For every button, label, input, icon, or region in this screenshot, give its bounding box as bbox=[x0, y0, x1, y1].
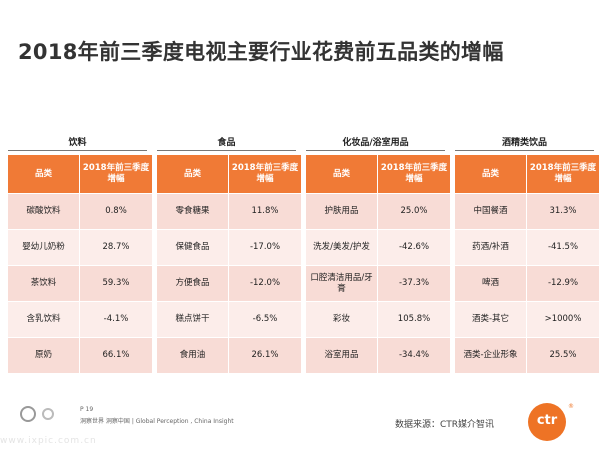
group-title-underline bbox=[8, 150, 147, 151]
table-row: 啤酒 -12.9% bbox=[455, 265, 599, 302]
header-growth: 2018年前三季度增幅 bbox=[228, 155, 301, 194]
cell-category: 零食糖果 bbox=[157, 193, 229, 230]
cell-category: 中国餐酒 bbox=[455, 193, 527, 230]
cell-growth: -6.5% bbox=[228, 301, 301, 338]
page-title: 2018年前三季度电视主要行业花费前五品类的增幅 bbox=[18, 40, 504, 64]
cell-growth: -17.0% bbox=[228, 229, 301, 266]
growth-table: 品类 2018年前三季度增幅 中国餐酒 31.3% 药酒/补酒 -41.5% 啤酒 -… bbox=[455, 155, 599, 373]
partner-logo-icon bbox=[42, 408, 54, 420]
table-row: 酒类-其它 >1000% bbox=[455, 301, 599, 338]
table-row: 护肤用品 25.0% bbox=[306, 193, 450, 230]
cell-growth: 26.1% bbox=[228, 337, 301, 373]
registered-mark: ® bbox=[568, 403, 574, 410]
cell-category: 含乳饮料 bbox=[8, 301, 80, 338]
header-category: 品类 bbox=[306, 155, 378, 194]
table-row: 口腔清洁用品/牙膏 -37.3% bbox=[306, 265, 450, 302]
cell-growth: 0.8% bbox=[79, 193, 152, 230]
cell-category: 浴室用品 bbox=[306, 337, 378, 373]
cell-growth: -12.0% bbox=[228, 265, 301, 302]
header-category: 品类 bbox=[8, 155, 80, 194]
table-row: 零食糖果 11.8% bbox=[157, 193, 301, 230]
cell-growth: 31.3% bbox=[526, 193, 599, 230]
growth-table: 品类 2018年前三季度增幅 碳酸饮料 0.8% 婴幼儿奶粉 28.7% 茶饮料 59… bbox=[8, 155, 152, 373]
header-category: 品类 bbox=[157, 155, 229, 194]
table-row: 食用油 26.1% bbox=[157, 337, 301, 373]
cell-growth: -42.6% bbox=[377, 229, 450, 266]
cell-category: 婴幼儿奶粉 bbox=[8, 229, 80, 266]
cell-category: 药酒/补酒 bbox=[455, 229, 527, 266]
data-source: 数据来源：CTR媒介智讯 bbox=[395, 420, 495, 430]
table-row: 中国餐酒 31.3% bbox=[455, 193, 599, 230]
footer-branding: P 19 洞察世界 洞察中国 | Global Perception , Chi… bbox=[20, 400, 280, 440]
header-category: 品类 bbox=[455, 155, 527, 194]
group-title: 化妆品/浴室用品 bbox=[342, 138, 409, 148]
table-header-row: 品类 2018年前三季度增幅 bbox=[306, 155, 450, 194]
growth-table: 品类 2018年前三季度增幅 护肤用品 25.0% 洗发/美发/护发 -42.6% … bbox=[306, 155, 450, 373]
table-row: 原奶 66.1% bbox=[8, 337, 152, 373]
cell-growth: 105.8% bbox=[377, 301, 450, 338]
cell-category: 洗发/美发/护发 bbox=[306, 229, 378, 266]
footer-slogan: 洞察世界 洞察中国 | Global Perception , China In… bbox=[80, 418, 234, 425]
cell-category: 碳酸饮料 bbox=[8, 193, 80, 230]
cell-category: 保健食品 bbox=[157, 229, 229, 266]
group-title: 饮料 bbox=[68, 138, 87, 148]
cell-growth: 28.7% bbox=[79, 229, 152, 266]
copyright-logo-icon bbox=[20, 406, 36, 422]
table-row: 彩妆 105.8% bbox=[306, 301, 450, 338]
cell-category: 酒类-其它 bbox=[455, 301, 527, 338]
group-title-underline bbox=[306, 150, 445, 151]
table-row: 茶饮料 59.3% bbox=[8, 265, 152, 302]
table-row: 洗发/美发/护发 -42.6% bbox=[306, 229, 450, 266]
cell-category: 方便食品 bbox=[157, 265, 229, 302]
growth-table: 品类 2018年前三季度增幅 零食糖果 11.8% 保健食品 -17.0% 方便食品… bbox=[157, 155, 301, 373]
table-row: 药酒/补酒 -41.5% bbox=[455, 229, 599, 266]
cell-growth: 25.5% bbox=[526, 337, 599, 373]
table-row: 酒类-企业形象 25.5% bbox=[455, 337, 599, 373]
group-title: 食品 bbox=[217, 138, 236, 148]
table-row: 糕点饼干 -6.5% bbox=[157, 301, 301, 338]
header-growth: 2018年前三季度增幅 bbox=[79, 155, 152, 194]
table-row: 碳酸饮料 0.8% bbox=[8, 193, 152, 230]
cell-category: 啤酒 bbox=[455, 265, 527, 302]
cell-growth: 59.3% bbox=[79, 265, 152, 302]
table-header-row: 品类 2018年前三季度增幅 bbox=[157, 155, 301, 194]
cell-category: 原奶 bbox=[8, 337, 80, 373]
cell-category: 口腔清洁用品/牙膏 bbox=[306, 265, 378, 302]
header-growth: 2018年前三季度增幅 bbox=[526, 155, 599, 194]
table-row: 保健食品 -17.0% bbox=[157, 229, 301, 266]
cell-category: 彩妆 bbox=[306, 301, 378, 338]
cell-category: 护肤用品 bbox=[306, 193, 378, 230]
cell-category: 食用油 bbox=[157, 337, 229, 373]
cell-category: 茶饮料 bbox=[8, 265, 80, 302]
group-title-underline bbox=[157, 150, 296, 151]
category-tables: 饮料 品类 2018年前三季度增幅 碳酸饮料 0.8% 婴幼儿奶粉 28.7% 茶饮… bbox=[8, 135, 599, 379]
table-header-row: 品类 2018年前三季度增幅 bbox=[8, 155, 152, 194]
table-row: 浴室用品 -34.4% bbox=[306, 337, 450, 373]
cell-growth: 25.0% bbox=[377, 193, 450, 230]
ctr-logo-icon: ctr bbox=[528, 403, 566, 441]
cell-growth: 66.1% bbox=[79, 337, 152, 373]
cell-category: 酒类-企业形象 bbox=[455, 337, 527, 373]
cell-growth: -37.3% bbox=[377, 265, 450, 302]
cell-category: 糕点饼干 bbox=[157, 301, 229, 338]
group-title-underline bbox=[455, 150, 594, 151]
cell-growth: -4.1% bbox=[79, 301, 152, 338]
table-header-row: 品类 2018年前三季度增幅 bbox=[455, 155, 599, 194]
cell-growth: -12.9% bbox=[526, 265, 599, 302]
page-number: P 19 bbox=[80, 406, 94, 413]
watermark: www.ixpic.com.cn bbox=[0, 436, 97, 446]
cell-growth: -34.4% bbox=[377, 337, 450, 373]
table-row: 方便食品 -12.0% bbox=[157, 265, 301, 302]
cell-growth: -41.5% bbox=[526, 229, 599, 266]
group-title: 酒精类饮品 bbox=[501, 138, 547, 148]
table-row: 婴幼儿奶粉 28.7% bbox=[8, 229, 152, 266]
header-growth: 2018年前三季度增幅 bbox=[377, 155, 450, 194]
table-row: 含乳饮料 -4.1% bbox=[8, 301, 152, 338]
cell-growth: >1000% bbox=[526, 301, 599, 338]
cell-growth: 11.8% bbox=[228, 193, 301, 230]
